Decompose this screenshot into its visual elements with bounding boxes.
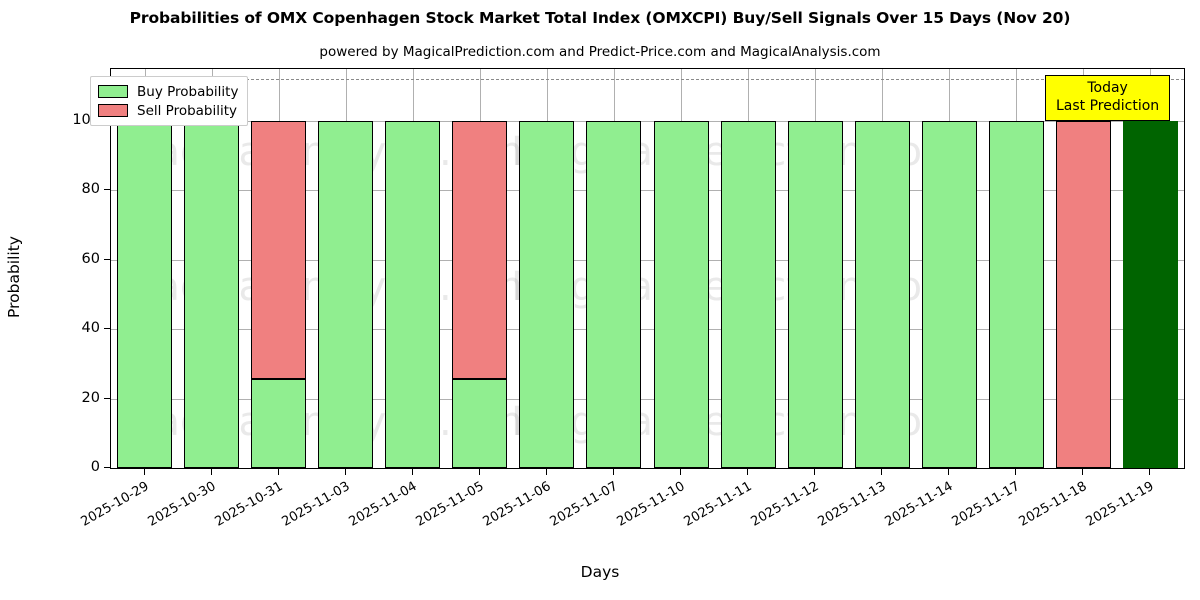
y-tick-label: 40: [81, 320, 100, 337]
gridline-horizontal: [111, 121, 1184, 123]
bar-2025-10-31[interactable]: [251, 69, 307, 468]
bar-2025-11-06[interactable]: [519, 69, 575, 468]
bar-2025-11-03[interactable]: [318, 69, 374, 468]
x-tick-mark: [412, 469, 413, 475]
bar-segment-buy[interactable]: [251, 379, 307, 468]
bar-segment-buy[interactable]: [988, 121, 1044, 468]
gridline-horizontal: [111, 329, 1184, 331]
legend-item-buy: Buy Probability: [98, 82, 238, 101]
x-tick-mark: [613, 469, 614, 475]
gridline-horizontal: [111, 190, 1184, 192]
gridline-horizontal: [111, 259, 1184, 261]
y-tick-label: 80: [81, 181, 100, 198]
sell-color-swatch: [98, 104, 128, 117]
y-tick-mark: [104, 258, 110, 260]
threshold-dashed-line: [111, 79, 1184, 81]
bar-2025-11-04[interactable]: [385, 69, 441, 468]
bar-segment-buy[interactable]: [452, 379, 508, 468]
x-tick-mark: [881, 469, 882, 475]
x-tick-mark: [747, 469, 748, 475]
x-tick-mark: [814, 469, 815, 475]
bar-2025-11-14[interactable]: [921, 69, 977, 468]
y-tick-label: 60: [81, 250, 100, 267]
bar-segment-buy[interactable]: [720, 121, 776, 468]
y-tick-mark: [104, 328, 110, 330]
y-axis-label: Probability: [5, 236, 23, 318]
bar-segment-buy[interactable]: [184, 121, 240, 468]
plot-area: MagicalAnalysis.comMagicalPrediction.com…: [110, 68, 1185, 469]
x-tick-mark: [1149, 469, 1150, 475]
x-tick-mark: [211, 469, 212, 475]
chart-legend: Buy Probability Sell Probability: [90, 76, 249, 126]
bar-segment-buy[interactable]: [787, 121, 843, 468]
bar-segment-sell[interactable]: [251, 121, 307, 380]
y-tick-label: 0: [90, 459, 100, 475]
bar-segment-sell[interactable]: [452, 121, 508, 380]
bar-segment-buy[interactable]: [318, 121, 374, 468]
bar-2025-10-29[interactable]: [117, 69, 173, 468]
bar-segment-buy[interactable]: [586, 121, 642, 468]
chart-subtitle: powered by MagicalPrediction.com and Pre…: [319, 44, 881, 60]
bar-segment-buy[interactable]: [519, 121, 575, 468]
bar-2025-11-17[interactable]: [988, 69, 1044, 468]
x-tick-mark: [948, 469, 949, 475]
legend-label-sell: Sell Probability: [137, 102, 238, 119]
bar-segment-today[interactable]: [1122, 121, 1178, 468]
today-annotation-line2: Last Prediction: [1056, 98, 1160, 114]
x-tick-mark: [278, 469, 279, 475]
bar-2025-11-10[interactable]: [653, 69, 709, 468]
bar-2025-11-18[interactable]: [1055, 69, 1111, 468]
x-tick-mark: [1082, 469, 1083, 475]
today-annotation-line1: Today: [1087, 80, 1128, 96]
page-title: Probabilities of OMX Copenhagen Stock Ma…: [129, 9, 1071, 27]
bar-segment-buy[interactable]: [653, 121, 709, 468]
bar-2025-11-12[interactable]: [787, 69, 843, 468]
bar-2025-10-30[interactable]: [184, 69, 240, 468]
x-tick-mark: [479, 469, 480, 475]
bar-segment-buy[interactable]: [117, 121, 173, 468]
legend-item-sell: Sell Probability: [98, 101, 238, 120]
bar-segment-buy[interactable]: [854, 121, 910, 468]
bar-2025-11-19[interactable]: [1122, 69, 1178, 468]
bar-segment-buy[interactable]: [921, 121, 977, 468]
x-tick-mark: [144, 469, 145, 475]
bar-2025-11-13[interactable]: [854, 69, 910, 468]
gridline-horizontal: [111, 468, 1184, 469]
x-axis-label: Days: [580, 563, 620, 581]
bar-segment-sell[interactable]: [1055, 121, 1111, 468]
y-tick-label: 20: [81, 389, 100, 406]
buy-color-swatch: [98, 85, 128, 98]
gridline-horizontal: [111, 398, 1184, 400]
bar-2025-11-07[interactable]: [586, 69, 642, 468]
y-tick-mark: [104, 189, 110, 191]
x-tick-mark: [680, 469, 681, 475]
bar-2025-11-11[interactable]: [720, 69, 776, 468]
x-tick-mark: [1015, 469, 1016, 475]
y-tick-mark: [104, 467, 110, 468]
bar-segment-buy[interactable]: [385, 121, 441, 468]
x-tick-mark: [546, 469, 547, 475]
today-annotation: Today Last Prediction: [1045, 75, 1171, 121]
y-tick-mark: [104, 397, 110, 399]
x-tick-mark: [345, 469, 346, 475]
bar-2025-11-05[interactable]: [452, 69, 508, 468]
legend-label-buy: Buy Probability: [137, 83, 239, 100]
